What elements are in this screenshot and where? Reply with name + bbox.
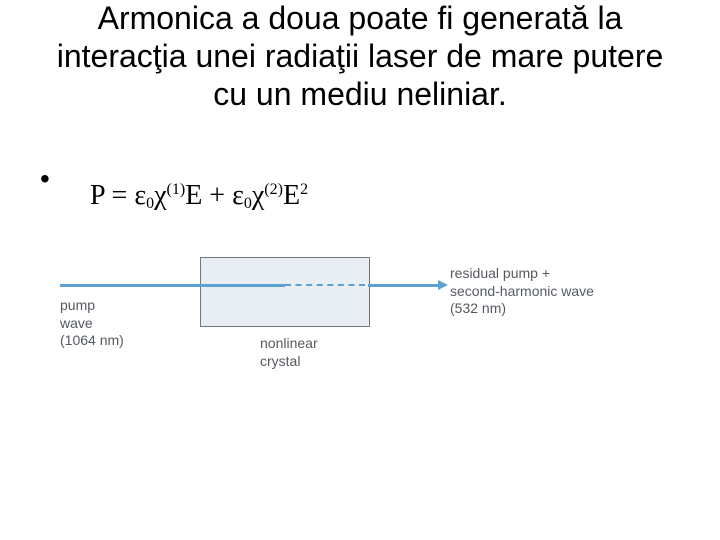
eq-chi1: χ [154, 180, 166, 211]
eq-E2: E [283, 180, 300, 211]
slide: Armonica a doua poate fi generată la int… [0, 0, 720, 540]
eq-chi1-sup: (1) [167, 181, 186, 198]
output-arrow [368, 284, 438, 287]
polarization-equation: P = ε0χ(1)E + ε0χ(2)E2 [90, 180, 308, 213]
eq-chi2: χ [252, 180, 264, 211]
eq-E2-sup: 2 [300, 181, 308, 198]
eq-eps1-sub: 0 [146, 195, 154, 212]
arrowhead-icon [438, 280, 448, 290]
eq-chi2-sup: (2) [264, 181, 283, 198]
eq-lhs: P = [90, 180, 134, 211]
bullet-dot: • [40, 165, 50, 193]
pump-arrow-in [60, 284, 285, 287]
output-label: residual pump +second-harmonic wave(532 … [450, 265, 594, 318]
nonlinear-crystal-box [200, 257, 370, 327]
pump-label: pumpwave(1064 nm) [60, 297, 124, 350]
shg-diagram: pumpwave(1064 nm) nonlinearcrystal resid… [60, 257, 660, 397]
eq-plus: + [202, 180, 232, 211]
eq-eps1: ε [134, 180, 146, 211]
slide-title: Armonica a doua poate fi generată la int… [40, 0, 680, 113]
crystal-label: nonlinearcrystal [260, 335, 318, 370]
eq-eps2-sub: 0 [244, 195, 252, 212]
pump-arrow-inside [285, 284, 365, 286]
eq-eps2: ε [232, 180, 244, 211]
eq-E1: E [185, 180, 202, 211]
